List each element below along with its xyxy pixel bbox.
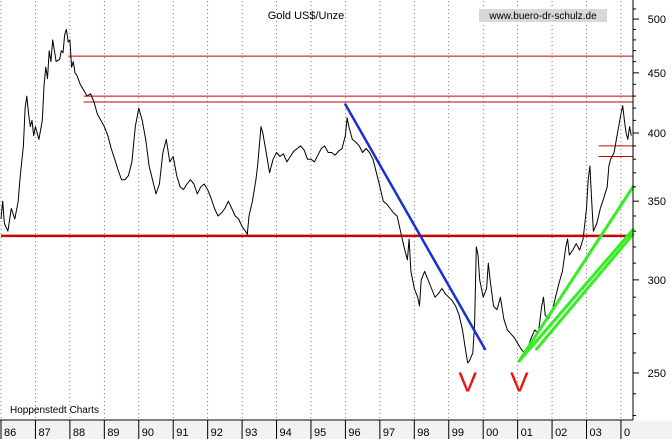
x-tick-label: 93 [245, 427, 257, 439]
x-tick-label: 94 [280, 427, 292, 439]
y-tick-label: 350 [648, 196, 666, 208]
uptrend-line [517, 228, 635, 363]
y-tick-label: 500 [648, 14, 666, 26]
x-tick-label: 03 [590, 427, 602, 439]
uptrend-line [517, 185, 635, 363]
x-tick-label: 88 [73, 427, 85, 439]
source-label-box [479, 9, 607, 22]
downtrend-line [344, 103, 487, 351]
x-tick-panel [0, 421, 672, 439]
x-tick-label: 91 [176, 427, 188, 439]
y-tick-label: 450 [648, 68, 666, 80]
x-tick-label: 0 [624, 427, 630, 439]
chart-title: Gold US$/Unze [268, 10, 344, 22]
support-resistance-lines [1, 55, 633, 238]
bottom-marker: V [458, 367, 477, 398]
source-label: www.buero-dr-schulz.de [488, 11, 597, 22]
y-tick-label: 400 [648, 128, 666, 140]
x-tick-label: 99 [452, 427, 464, 439]
price-line [0, 28, 632, 364]
x-tick-label: 00 [486, 427, 498, 439]
credit-label: Hoppenstedt Charts [10, 405, 99, 416]
bottom-marker: V [510, 367, 529, 398]
x-tick-label: 89 [107, 427, 119, 439]
y-tick-label: 250 [648, 368, 666, 380]
uptrend-line [535, 232, 635, 351]
x-tick-label: 87 [38, 427, 50, 439]
x-tick-label: 86 [4, 427, 16, 439]
y-tick-label: 300 [648, 275, 666, 287]
trend-lines [344, 103, 635, 363]
price-series [0, 28, 632, 364]
x-tick-label: 96 [348, 427, 360, 439]
x-tick-label: 01 [521, 427, 533, 439]
x-tick-label: 92 [211, 427, 223, 439]
x-tick-label: 02 [555, 427, 567, 439]
x-tick-label: 90 [142, 427, 154, 439]
x-tick-label: 97 [383, 427, 395, 439]
x-tick-label: 98 [417, 427, 429, 439]
x-tick-label: 95 [314, 427, 326, 439]
